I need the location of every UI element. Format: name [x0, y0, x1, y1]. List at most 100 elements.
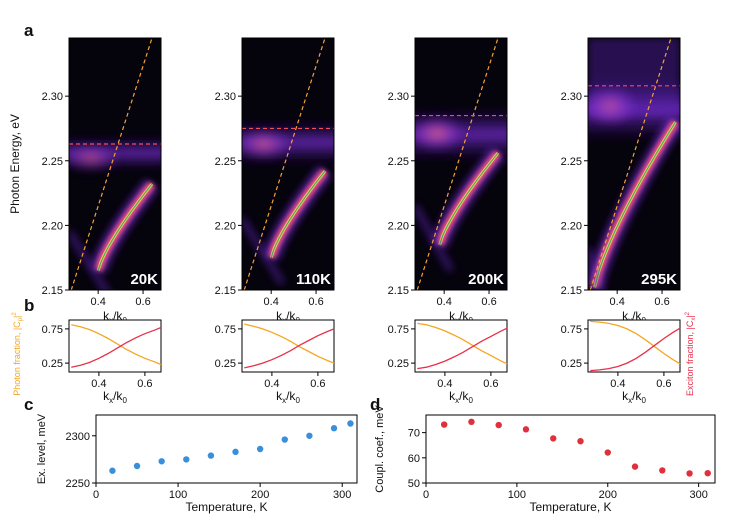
photon-line: [589, 38, 672, 290]
label-sub: p: [18, 317, 24, 321]
y-tick-label: 0.25: [215, 358, 236, 370]
y-tick-label: 2.30: [388, 91, 409, 103]
data-point: [232, 448, 239, 456]
x-tick-label: 0.4: [437, 296, 452, 308]
y-axis-label: Photon Energy, eV: [8, 114, 22, 214]
x-tick-label: 0.4: [610, 296, 625, 308]
x-label-k: k: [622, 389, 629, 403]
y-tick-label: 2.15: [42, 285, 63, 297]
label-pow: 2: [685, 311, 691, 315]
temperature-label: 295K: [641, 271, 677, 288]
y-tick-label: 0.75: [42, 324, 63, 336]
data-point: [133, 462, 141, 470]
data-point: [468, 418, 475, 425]
label-bar: |: [685, 315, 695, 317]
x-tick-label: 300: [333, 489, 351, 501]
y-tick-label: 2.25: [215, 156, 236, 168]
x-axis-label: kx/k0: [449, 389, 473, 405]
scatter-frame: [95, 414, 358, 484]
panel-d: 50 60 70 0 100 200 300 Temperature, K Coupl. coe…: [374, 405, 716, 514]
photon-fraction-line: [417, 322, 508, 365]
panel-letter-b: b: [24, 296, 34, 315]
y-tick-label: 70: [408, 428, 420, 440]
x-label-sep: /k: [632, 309, 642, 323]
heatmap-frame: [241, 37, 335, 291]
x-label-k: k: [103, 389, 110, 403]
fraction-panel-frame: [587, 319, 681, 373]
heatmap-panel-0: [69, 38, 161, 290]
y-tick-label: 2.20: [42, 220, 63, 232]
y-tick-label: 2.30: [42, 91, 63, 103]
data-point: [704, 469, 711, 477]
lp-branch-fit: [594, 121, 677, 288]
y-tick-label: 2.25: [561, 156, 582, 168]
fraction-panel-frame: [68, 319, 162, 373]
x-label-sub: x: [455, 396, 459, 405]
scatter-frame: [425, 414, 716, 484]
x-label-k: k: [449, 309, 456, 323]
y-tick-label: 60: [408, 453, 420, 465]
photon-line: [70, 38, 153, 290]
x-label-sep: /k: [113, 309, 123, 323]
y-tick-label: 2.15: [388, 285, 409, 297]
x-tick-label: 0.4: [610, 378, 625, 390]
x-label-sep: /k: [459, 309, 469, 323]
panel-letter-d: d: [370, 395, 380, 414]
y-tick-label: 2.25: [42, 156, 63, 168]
exciton-fraction-label: Exciton fraction, |Cx|2: [685, 311, 697, 396]
y-tick-label: 2.15: [215, 285, 236, 297]
panel-a: 20K2.152.202.252.300.40.6kx/k0110K2.152.…: [8, 37, 681, 325]
data-point: [158, 458, 165, 465]
x-label-k: k: [276, 389, 283, 403]
x-tick-label: 0.6: [654, 296, 669, 308]
data-point: [495, 421, 502, 429]
data-point: [330, 425, 338, 432]
temperature-label: 200K: [468, 271, 504, 288]
x-axis-label: Temperature, K: [529, 500, 611, 514]
y-tick-label: 2.20: [388, 220, 409, 232]
faint-branch: [242, 217, 286, 286]
x-label-sub: x: [109, 396, 113, 405]
x-label-sub: 0: [122, 396, 127, 405]
x-tick-label: 200: [251, 489, 269, 501]
panel-letter-c: c: [24, 395, 33, 414]
exciton-fraction-line: [244, 328, 335, 369]
x-tick-label: 0.6: [135, 296, 150, 308]
data-point: [522, 426, 530, 433]
temperature-label: 20K: [130, 271, 158, 288]
y-tick-label: 50: [408, 478, 420, 490]
fraction-panel-frame: [241, 319, 335, 373]
data-point: [604, 449, 611, 456]
heatmap-panel-1: [242, 38, 334, 290]
data-point: [183, 456, 190, 463]
photon-fraction-line: [71, 324, 162, 366]
x-tick-label: 300: [689, 489, 707, 501]
x-label-sep: /k: [459, 389, 469, 403]
y-axis-label: Ex. level, meV: [36, 413, 48, 484]
heatmap-frame: [414, 37, 508, 291]
label-sub: x: [691, 318, 697, 321]
label-bar: |: [12, 316, 22, 318]
x-label-sub: 0: [468, 396, 473, 405]
label-part: Exciton fraction, |C: [685, 320, 695, 396]
y-tick-label: 2.30: [561, 91, 582, 103]
x-tick-label: 100: [169, 489, 187, 501]
x-label-k: k: [449, 389, 456, 403]
data-point: [631, 463, 639, 470]
exciton-glow: [415, 113, 469, 154]
x-label-k: k: [622, 309, 629, 323]
faint-branch: [69, 229, 110, 290]
exciton-fraction-line: [590, 327, 681, 372]
y-tick-label: 2.25: [388, 156, 409, 168]
x-tick-label: 0.4: [264, 296, 279, 308]
x-tick-label: 0.4: [437, 378, 452, 390]
heatmap-panel-3: [588, 38, 680, 290]
y-tick-label: 2250: [66, 478, 90, 490]
y-tick-label: 2.15: [561, 285, 582, 297]
photon-fraction-line: [244, 323, 335, 364]
label-pow: 2: [12, 312, 18, 316]
data-point: [306, 432, 313, 439]
y-tick-label: 2.30: [215, 91, 236, 103]
fraction-panel-frame: [414, 319, 508, 373]
